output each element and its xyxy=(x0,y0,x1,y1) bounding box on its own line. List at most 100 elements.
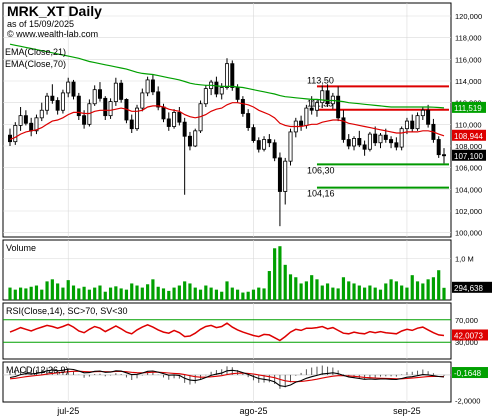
price-pane[interactable] xyxy=(2,2,452,238)
candle-body xyxy=(66,81,71,94)
volume-bar xyxy=(299,283,303,300)
volume-bar xyxy=(146,284,150,300)
volume-bar xyxy=(235,289,240,300)
price-tick-label: 106,000 xyxy=(455,164,482,173)
candle-body xyxy=(92,89,97,105)
candle-body xyxy=(203,88,208,105)
volume-bar xyxy=(246,291,250,300)
volume-bar xyxy=(204,285,208,300)
volume-bar xyxy=(325,283,330,300)
ema21-legend: EMA(Close,21) xyxy=(5,47,66,57)
candle-body xyxy=(13,125,18,143)
candle-body xyxy=(256,140,261,150)
volume-bar xyxy=(394,281,398,300)
volume-bar xyxy=(273,248,277,300)
volume-bar xyxy=(331,287,335,300)
volume-bar xyxy=(384,283,388,300)
candle-body xyxy=(389,139,394,144)
candle-body xyxy=(60,92,65,111)
volume-bar xyxy=(304,281,308,300)
macd-signal-line xyxy=(9,370,445,383)
volume-bar xyxy=(87,289,91,300)
candle-body xyxy=(426,109,431,125)
date-tick-label: jul-25 xyxy=(56,406,79,416)
candle-body xyxy=(314,102,319,111)
candle-body xyxy=(283,160,288,192)
candle-body xyxy=(129,119,134,130)
ema21-line xyxy=(9,102,445,141)
volume-bar xyxy=(251,289,256,300)
candle-body xyxy=(82,115,87,125)
candle-body xyxy=(76,95,81,117)
volume-bar xyxy=(45,281,49,300)
volume-bar xyxy=(24,288,28,300)
volume-bar xyxy=(82,286,86,300)
candle-body xyxy=(304,107,309,126)
level-label: 106,30 xyxy=(307,165,335,175)
volume-bar xyxy=(66,280,70,300)
website-label: © www.wealth-lab.com xyxy=(7,29,98,39)
volume-bar xyxy=(363,287,367,300)
axis-labels: 120,000118,000116,000114,000112,000110,0… xyxy=(56,12,492,416)
volume-bar xyxy=(29,286,33,300)
volume-bar xyxy=(161,288,166,300)
volume-bar xyxy=(442,287,446,300)
candle-body xyxy=(246,113,251,128)
volume-bar xyxy=(103,291,107,300)
candle-body xyxy=(23,115,28,124)
ema70-legend: EMA(Close,70) xyxy=(5,59,66,69)
price-tick-label: 120,000 xyxy=(455,12,482,21)
volume-badge-label: 294,638 xyxy=(454,284,483,293)
candle-body xyxy=(166,118,171,127)
candle-body xyxy=(394,142,399,148)
price-badge xyxy=(452,149,486,161)
volume-bar xyxy=(378,289,383,300)
volume-bar xyxy=(177,285,181,300)
macd-tick-label: -2,0000 xyxy=(455,397,480,406)
volume-bar xyxy=(225,281,229,300)
volume-bar xyxy=(368,285,372,300)
candle-body xyxy=(267,139,272,144)
volume-bar xyxy=(34,285,39,300)
candle-body xyxy=(272,142,277,159)
candle-body xyxy=(288,131,293,162)
candle-body xyxy=(415,115,420,130)
volume-pane-label: Volume xyxy=(6,243,36,253)
price-tick-label: 102,000 xyxy=(455,207,482,216)
candle-body xyxy=(113,82,118,102)
volume-bar xyxy=(135,285,139,300)
macd-series xyxy=(9,365,445,389)
volume-bar xyxy=(130,283,134,300)
date-tick-label: sep-25 xyxy=(393,406,421,416)
candle-body xyxy=(373,133,378,144)
level-label: 113,50 xyxy=(307,75,334,85)
chart-date: as of 15/09/2025 xyxy=(7,19,74,29)
candle-body xyxy=(135,107,140,130)
candle-body xyxy=(34,117,39,132)
candle-body xyxy=(235,87,240,100)
rsi-tick-label: 30,000 xyxy=(455,338,478,347)
macd-pane[interactable] xyxy=(2,361,452,403)
candle-body xyxy=(18,115,23,126)
candle-body xyxy=(399,128,404,148)
volume-bar xyxy=(347,281,351,300)
candle-body xyxy=(230,63,235,88)
volume-bar xyxy=(214,289,219,300)
candle-body xyxy=(309,107,314,111)
candle-body xyxy=(357,138,362,146)
candle-body xyxy=(299,120,304,126)
candle-body xyxy=(97,89,102,99)
volume-bar xyxy=(257,287,261,300)
price-badge xyxy=(452,129,486,141)
candle-body xyxy=(277,157,282,192)
candle-body xyxy=(436,139,441,156)
price-tick-label: 104,000 xyxy=(455,185,482,194)
volume-bar xyxy=(167,290,171,300)
volume-bar xyxy=(8,287,12,300)
candle-body xyxy=(378,134,383,144)
price-tick-label: 118,000 xyxy=(455,34,482,43)
volume-bar xyxy=(431,277,436,300)
candle-body xyxy=(177,112,182,123)
candle-body xyxy=(410,120,415,130)
